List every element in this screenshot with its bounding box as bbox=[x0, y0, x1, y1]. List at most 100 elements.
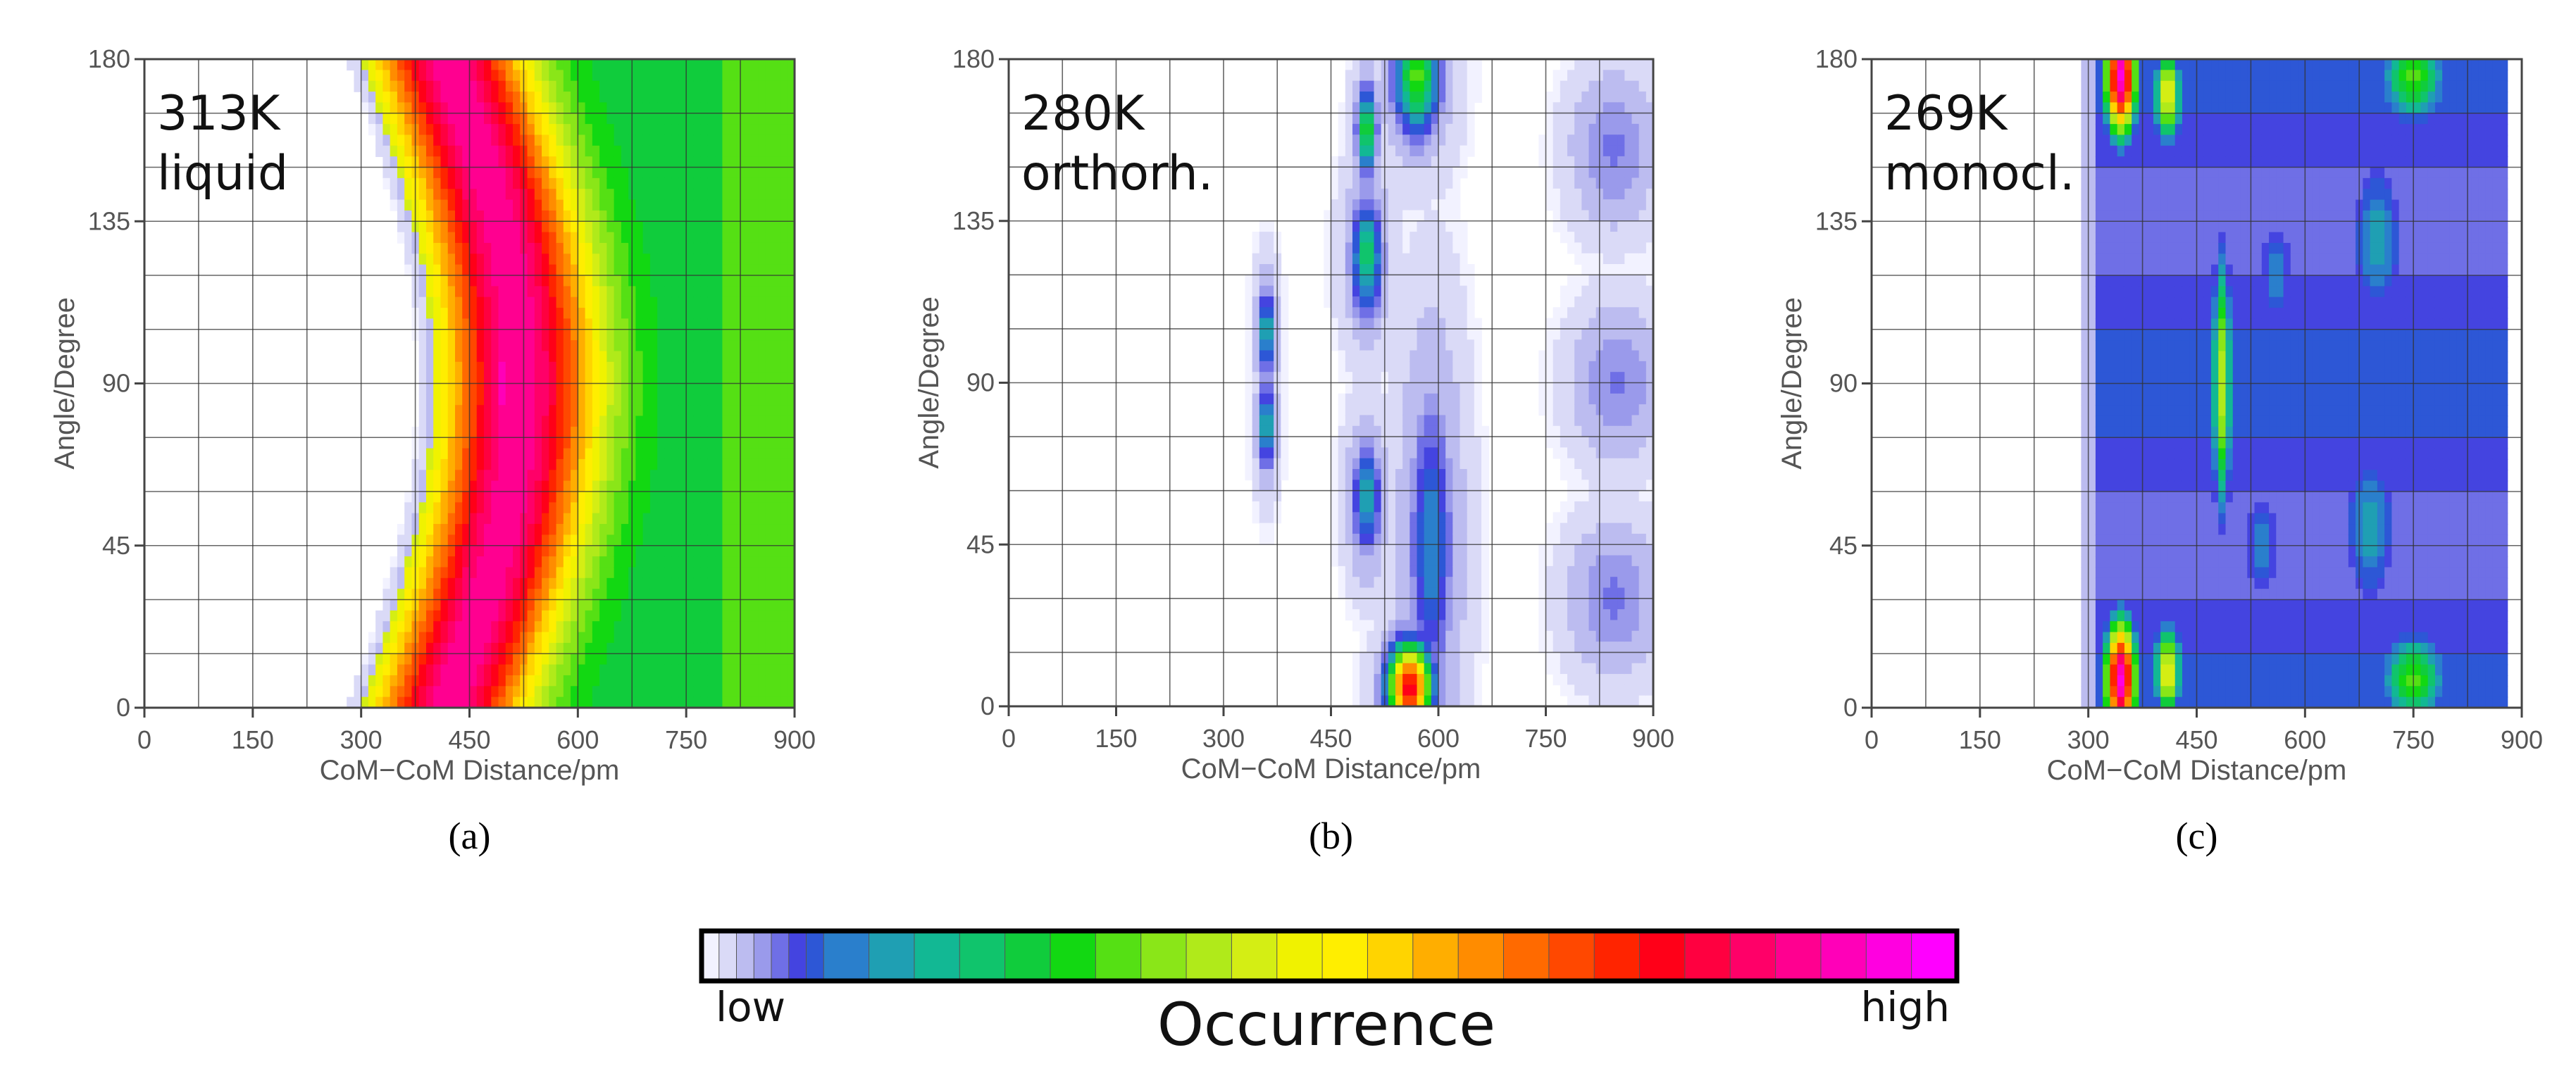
heat-cell bbox=[454, 599, 463, 611]
heat-cell bbox=[606, 254, 615, 265]
heat-cell bbox=[758, 492, 766, 503]
heat-cell bbox=[484, 254, 492, 265]
heat-cell bbox=[758, 458, 766, 471]
heat-cell bbox=[505, 167, 514, 179]
heat-cell bbox=[1252, 285, 1260, 297]
heat-cell bbox=[404, 242, 413, 255]
heat-cell bbox=[484, 448, 492, 460]
heat-cell bbox=[425, 621, 435, 633]
heat-cell bbox=[1345, 102, 1353, 114]
heat-cell bbox=[1438, 59, 1446, 71]
heat-cell bbox=[765, 664, 774, 676]
heat-cell bbox=[1538, 361, 1547, 373]
heat-cell bbox=[505, 70, 514, 82]
heat-cell bbox=[578, 513, 586, 525]
heat-cell bbox=[347, 59, 355, 71]
heat-cell bbox=[664, 124, 673, 136]
heat-cell bbox=[563, 113, 571, 125]
heat-cell bbox=[780, 232, 788, 244]
heat-cell bbox=[433, 589, 442, 601]
heat-cell bbox=[614, 210, 622, 223]
heat-cell bbox=[773, 524, 781, 536]
heat-cell bbox=[585, 664, 593, 676]
heat-cell bbox=[447, 642, 456, 655]
heat-cell bbox=[1445, 663, 1454, 675]
heat-cell bbox=[715, 264, 723, 276]
heat-cell bbox=[1345, 490, 1353, 502]
heat-cell bbox=[1567, 188, 1575, 200]
heat-cell bbox=[700, 296, 709, 308]
heat-cell bbox=[498, 70, 506, 82]
heat-cell bbox=[425, 577, 435, 589]
heat-cell bbox=[671, 242, 680, 255]
heat-cell bbox=[751, 675, 759, 687]
heat-cell bbox=[484, 318, 492, 330]
heat-cell bbox=[1252, 404, 1260, 416]
heat-cell bbox=[1331, 199, 1339, 211]
heat-cell bbox=[1331, 328, 1339, 341]
heat-cell bbox=[425, 545, 435, 557]
heat-cell bbox=[1417, 533, 1425, 546]
heat-cell bbox=[1538, 145, 1547, 157]
heat-cell bbox=[433, 426, 442, 439]
heat-cell bbox=[621, 177, 629, 189]
heat-cell bbox=[1417, 372, 1425, 384]
heat-cell bbox=[729, 189, 738, 201]
heat-cell bbox=[606, 610, 615, 622]
heat-cell bbox=[758, 589, 766, 601]
heat-cell bbox=[1460, 350, 1468, 362]
heat-cell bbox=[787, 448, 795, 460]
heat-cell bbox=[1545, 587, 1554, 599]
heat-cell bbox=[1424, 177, 1432, 189]
heat-cell bbox=[498, 480, 506, 492]
heat-cell bbox=[1474, 80, 1482, 92]
heat-cell bbox=[1460, 480, 1468, 492]
heat-cell bbox=[563, 134, 571, 146]
heat-cell bbox=[678, 199, 687, 211]
heat-cell bbox=[505, 308, 514, 320]
heat-cell bbox=[1438, 663, 1446, 675]
heat-cell bbox=[635, 686, 644, 698]
heat-cell bbox=[549, 480, 557, 492]
heat-cell bbox=[1395, 318, 1403, 330]
heat-cell bbox=[447, 124, 456, 136]
heat-cell bbox=[700, 286, 709, 298]
heat-cell bbox=[469, 156, 478, 168]
heat-cell bbox=[375, 675, 384, 687]
heat-cell bbox=[1388, 577, 1396, 589]
heat-cell bbox=[585, 577, 593, 589]
heat-cell bbox=[1359, 102, 1368, 114]
heat-cell bbox=[447, 524, 456, 536]
heat-cell bbox=[671, 405, 680, 417]
heat-cell bbox=[744, 415, 752, 427]
heat-cell bbox=[527, 675, 535, 687]
heat-cell bbox=[1431, 523, 1439, 534]
heat-cell bbox=[1452, 220, 1461, 232]
heat-cell bbox=[1474, 652, 1482, 664]
heat-cell bbox=[1467, 296, 1475, 308]
heat-cell bbox=[484, 134, 492, 146]
heat-cell bbox=[578, 675, 586, 687]
heat-cell bbox=[686, 675, 695, 687]
heat-cell bbox=[513, 686, 521, 698]
heat-cell bbox=[1410, 80, 1418, 92]
heat-cell bbox=[599, 437, 608, 449]
heat-cell bbox=[1431, 210, 1439, 222]
heat-cell bbox=[418, 577, 427, 589]
heat-cell bbox=[599, 318, 608, 330]
heat-cell bbox=[693, 286, 702, 298]
heat-cell bbox=[642, 134, 651, 146]
heat-cell bbox=[1460, 565, 1468, 577]
heat-cell bbox=[765, 458, 774, 471]
heat-cell bbox=[722, 686, 730, 698]
heat-cell bbox=[649, 254, 658, 265]
heat-cell bbox=[418, 383, 427, 395]
heat-cell bbox=[491, 242, 499, 255]
heat-cell bbox=[563, 415, 571, 427]
heat-cell bbox=[678, 589, 687, 601]
heat-cell bbox=[556, 59, 564, 71]
heat-cell bbox=[563, 221, 571, 233]
heat-cell bbox=[1352, 339, 1360, 351]
heat-cell bbox=[1352, 307, 1360, 319]
heat-cell bbox=[578, 556, 586, 568]
